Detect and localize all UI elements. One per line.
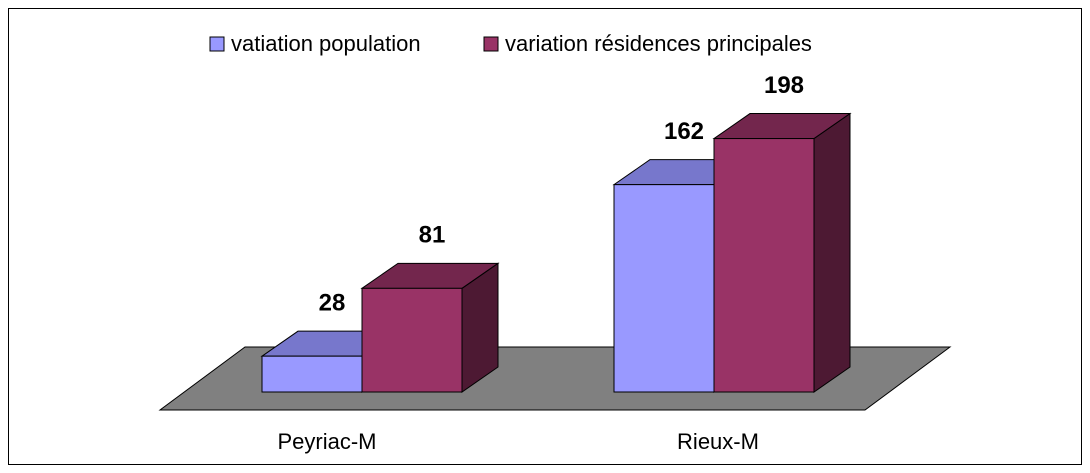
legend-label: vatiation population [231,31,421,56]
bar-side [813,112,851,393]
bar [713,138,815,393]
data-label: 162 [664,118,704,145]
bar [361,287,463,393]
bars-layer: Peyriac-M 28 81 Rieux-M 162 198 [260,72,852,454]
legend-swatch [209,36,225,52]
x-tick-label: Peyriac-M [277,429,376,454]
data-label: 198 [764,72,804,99]
bar [613,184,715,393]
bar [261,355,363,393]
data-label: 81 [419,222,446,249]
legend: vatiation population variation résidences… [209,31,812,56]
data-label: 28 [319,290,346,317]
x-tick-label: Rieux-M [677,429,759,454]
legend-label: variation résidences principales [505,31,812,56]
legend-swatch [483,36,499,52]
